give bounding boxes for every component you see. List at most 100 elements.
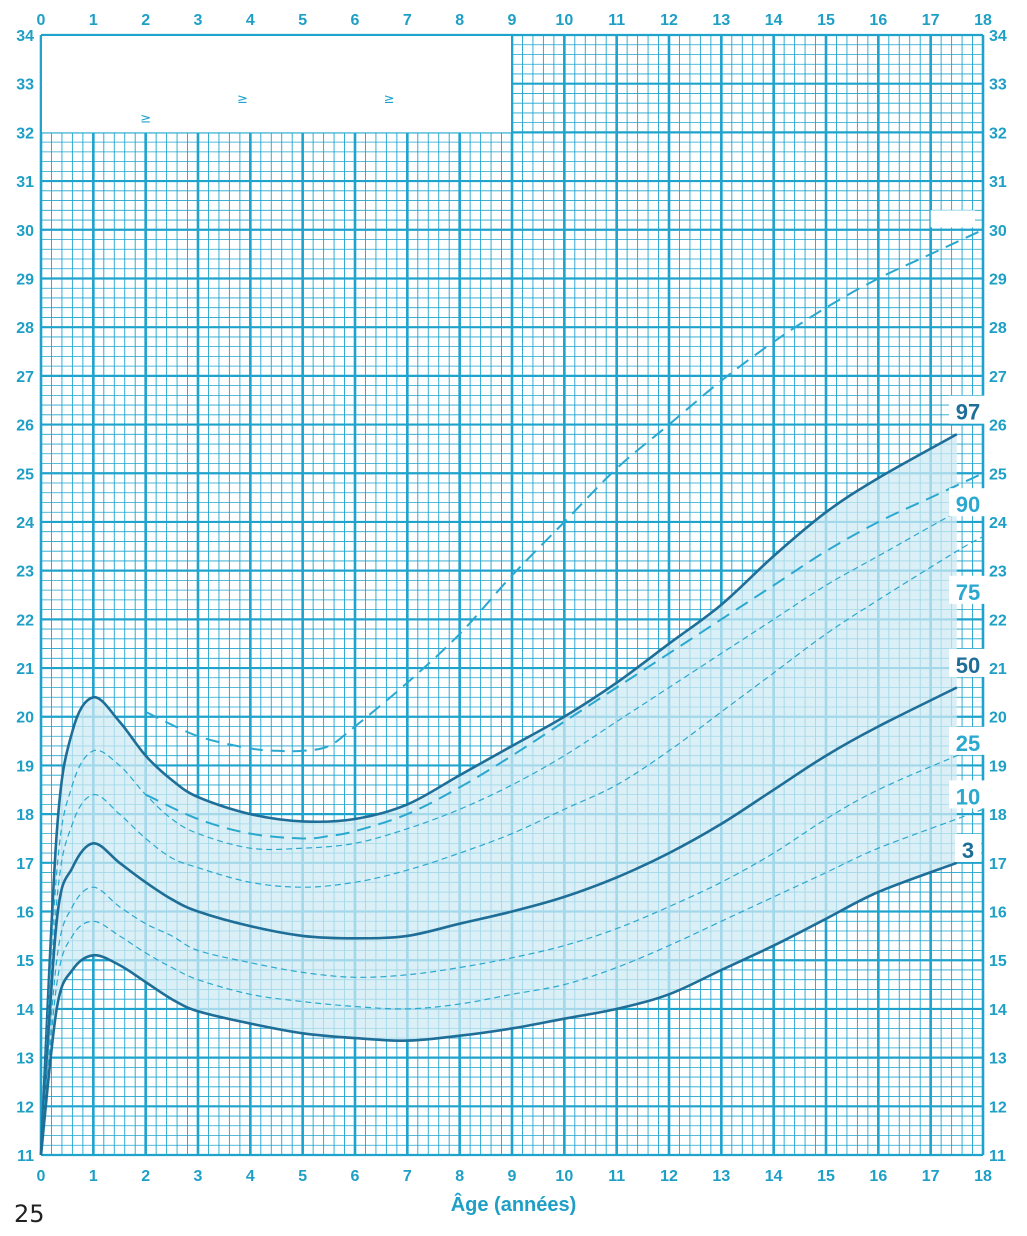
y-tick-right: 15	[989, 953, 1007, 970]
percentile-97-line	[39, 433, 958, 1156]
blank-strip	[930, 210, 975, 228]
y-tick-right: 22	[989, 612, 1007, 629]
x-tick-top: 13	[712, 12, 730, 29]
y-tick-right: 30	[989, 223, 1007, 240]
reference-line-1	[145, 472, 984, 840]
y-tick-left: 14	[16, 1002, 34, 1019]
top-left-blank	[42, 36, 511, 133]
percentile-90-line	[40, 501, 984, 1156]
x-tick-top: 7	[403, 12, 412, 29]
label-bg-50	[949, 648, 987, 677]
y-tick-left: 28	[16, 320, 34, 337]
y-tick-left: 24	[16, 515, 34, 532]
y-tick-left: 17	[16, 856, 34, 873]
y-tick-left: 30	[16, 223, 34, 240]
y-tick-right: 32	[989, 125, 1007, 142]
y-tick-left: 32	[16, 125, 34, 142]
x-tick-top: 2	[141, 12, 150, 29]
y-tick-left: 33	[16, 77, 34, 94]
label-bg-25	[949, 726, 987, 755]
top-mark: ≥	[384, 92, 395, 107]
percentile-3-label: 3	[962, 838, 974, 863]
y-tick-right: 29	[989, 271, 1007, 288]
y-tick-left: 19	[16, 758, 34, 775]
y-tick-left: 25	[16, 466, 34, 483]
y-tick-left: 31	[16, 174, 34, 191]
y-tick-left: 29	[16, 271, 34, 288]
percentile-75-label: 75	[956, 580, 980, 605]
top-mark: ≥	[140, 112, 151, 127]
y-tick-right: 24	[989, 515, 1007, 532]
y-tick-right: 23	[989, 564, 1007, 581]
y-tick-left: 12	[16, 1099, 34, 1116]
y-tick-left: 11	[17, 1148, 34, 1165]
x-tick-bottom: 4	[246, 1168, 255, 1185]
y-tick-left: 22	[16, 612, 34, 629]
percentile-50-line	[39, 686, 958, 1156]
label-bg-75	[949, 575, 987, 604]
percentile-3-line	[39, 861, 958, 1156]
y-tick-right: 31	[989, 174, 1007, 191]
reference-line-2	[145, 228, 984, 753]
x-tick-bottom: 2	[141, 1168, 150, 1185]
y-tick-right: 11	[989, 1148, 1006, 1165]
x-tick-bottom: 17	[922, 1168, 940, 1185]
y-tick-left: 34	[16, 28, 34, 45]
x-tick-top: 14	[765, 12, 783, 29]
y-tick-right: 25	[989, 466, 1007, 483]
y-tick-left: 21	[16, 661, 34, 678]
x-tick-bottom: 15	[817, 1168, 835, 1185]
x-tick-top: 5	[298, 12, 307, 29]
tick-labels: 9790755025103001122334455667788991010111…	[16, 12, 1007, 1185]
y-tick-left: 26	[16, 418, 34, 435]
x-tick-bottom: 7	[403, 1168, 412, 1185]
label-bg-10	[949, 780, 987, 809]
percentile-10-label: 10	[956, 784, 980, 809]
x-tick-top: 12	[660, 12, 678, 29]
percentile-75-line	[40, 536, 984, 1156]
label-bg-90	[949, 488, 987, 517]
x-axis-label: Âge (années)	[450, 1194, 577, 1216]
x-tick-bottom: 18	[974, 1168, 992, 1185]
x-tick-bottom: 1	[89, 1168, 98, 1185]
x-tick-top: 1	[89, 12, 98, 29]
x-tick-top: 10	[555, 12, 573, 29]
y-tick-left: 13	[16, 1051, 34, 1068]
percentile-50-label: 50	[956, 653, 980, 678]
y-tick-left: 16	[16, 905, 34, 922]
y-tick-right: 17	[989, 856, 1007, 873]
percentile-97-label: 97	[956, 400, 980, 425]
x-tick-bottom: 13	[712, 1168, 730, 1185]
x-tick-top: 4	[246, 12, 255, 29]
y-tick-right: 33	[989, 77, 1007, 94]
x-tick-top: 18	[974, 12, 992, 29]
percentile-90-label: 90	[956, 492, 980, 517]
x-tick-top: 11	[608, 12, 625, 29]
percentile-curves	[39, 228, 984, 1156]
x-tick-bottom: 3	[194, 1168, 203, 1185]
x-tick-top: 17	[922, 12, 940, 29]
x-tick-top: 8	[455, 12, 464, 29]
y-tick-right: 26	[989, 418, 1007, 435]
y-tick-right: 13	[989, 1051, 1007, 1068]
top-mark: ≥	[237, 92, 248, 107]
bmi-percentile-chart: ≥≥ ≥ 979075502510300112233445566778899101…	[16, 12, 1007, 1185]
label-bg-3	[955, 833, 981, 862]
y-tick-left: 15	[16, 953, 34, 970]
x-tick-top: 6	[351, 12, 360, 29]
y-tick-right: 21	[989, 661, 1007, 678]
y-tick-right: 19	[989, 758, 1007, 775]
x-tick-top: 0	[37, 12, 46, 29]
label-bg-97	[949, 395, 987, 424]
y-tick-right: 20	[989, 710, 1007, 727]
percentile-10-line	[40, 808, 984, 1156]
x-tick-top: 15	[817, 12, 835, 29]
y-tick-right: 16	[989, 905, 1007, 922]
y-tick-right: 14	[989, 1002, 1007, 1019]
x-tick-top: 9	[508, 12, 517, 29]
y-tick-right: 28	[989, 320, 1007, 337]
x-tick-top: 3	[194, 12, 203, 29]
x-tick-bottom: 16	[869, 1168, 887, 1185]
y-tick-right: 12	[989, 1099, 1007, 1116]
x-tick-bottom: 10	[555, 1168, 573, 1185]
